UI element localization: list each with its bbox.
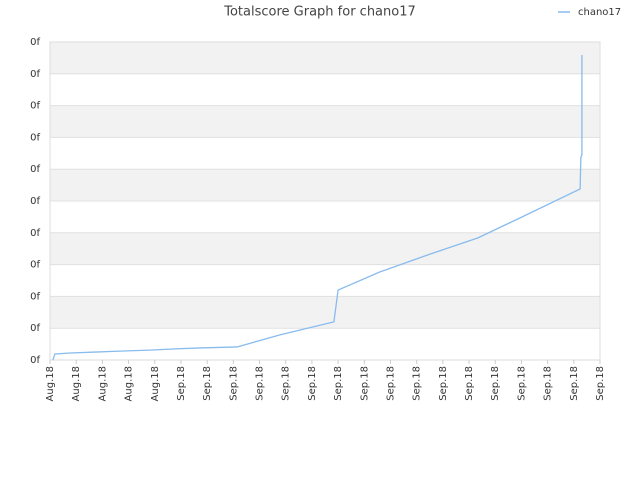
x-tick-label: Sep.18 (595, 366, 606, 401)
x-tick-label: Sep.18 (228, 366, 239, 401)
y-tick-label: 0f (30, 355, 40, 366)
x-tick-label: Sep.18 (438, 366, 449, 401)
x-tick-label: Aug.18 (150, 366, 161, 401)
y-tick-label: 0f (30, 37, 40, 48)
grid-band (50, 105, 600, 138)
x-tick-label: Sep.18 (202, 366, 213, 401)
legend-label: chano17 (578, 7, 621, 18)
y-tick-label: 0f (30, 132, 40, 143)
x-tick-label: Sep.18 (307, 366, 318, 401)
grid-band (50, 169, 600, 201)
x-tick-label: Sep.18 (385, 366, 396, 401)
x-tick-label: Sep.18 (333, 366, 344, 401)
y-tick-label: 0f (30, 164, 40, 175)
y-tick-label: 0f (30, 101, 40, 112)
x-tick-label: Sep.18 (490, 366, 501, 401)
y-tick-label: 0f (30, 323, 40, 334)
x-tick-label: Aug.18 (71, 366, 82, 401)
x-tick-label: Sep.18 (569, 366, 580, 401)
x-tick-label: Sep.18 (281, 366, 292, 401)
x-tick-label: Sep.18 (255, 366, 266, 401)
y-tick-label: 0f (30, 196, 40, 207)
x-tick-label: Aug.18 (45, 366, 56, 401)
y-tick-label: 0f (30, 228, 40, 239)
grid-band (50, 296, 600, 329)
y-tick-label: 0f (30, 260, 40, 271)
x-tick-label: Sep.18 (516, 366, 527, 401)
plot-border (49, 41, 601, 361)
y-tick-label: 0f (30, 291, 40, 302)
x-tick-label: Sep.18 (176, 366, 187, 401)
grid-band (50, 232, 600, 265)
grid-band (50, 42, 600, 74)
data-line (52, 55, 583, 361)
x-tick-label: Sep.18 (543, 366, 554, 401)
y-tick-label: 0f (30, 69, 40, 80)
x-tick-label: Sep.18 (359, 366, 370, 401)
x-tick-label: Sep.18 (464, 366, 475, 401)
x-tick-label: Aug.18 (124, 366, 135, 401)
chart-title: Totalscore Graph for chano17 (223, 5, 416, 20)
x-tick-label: Aug.18 (97, 366, 108, 401)
x-tick-label: Sep.18 (412, 366, 423, 401)
